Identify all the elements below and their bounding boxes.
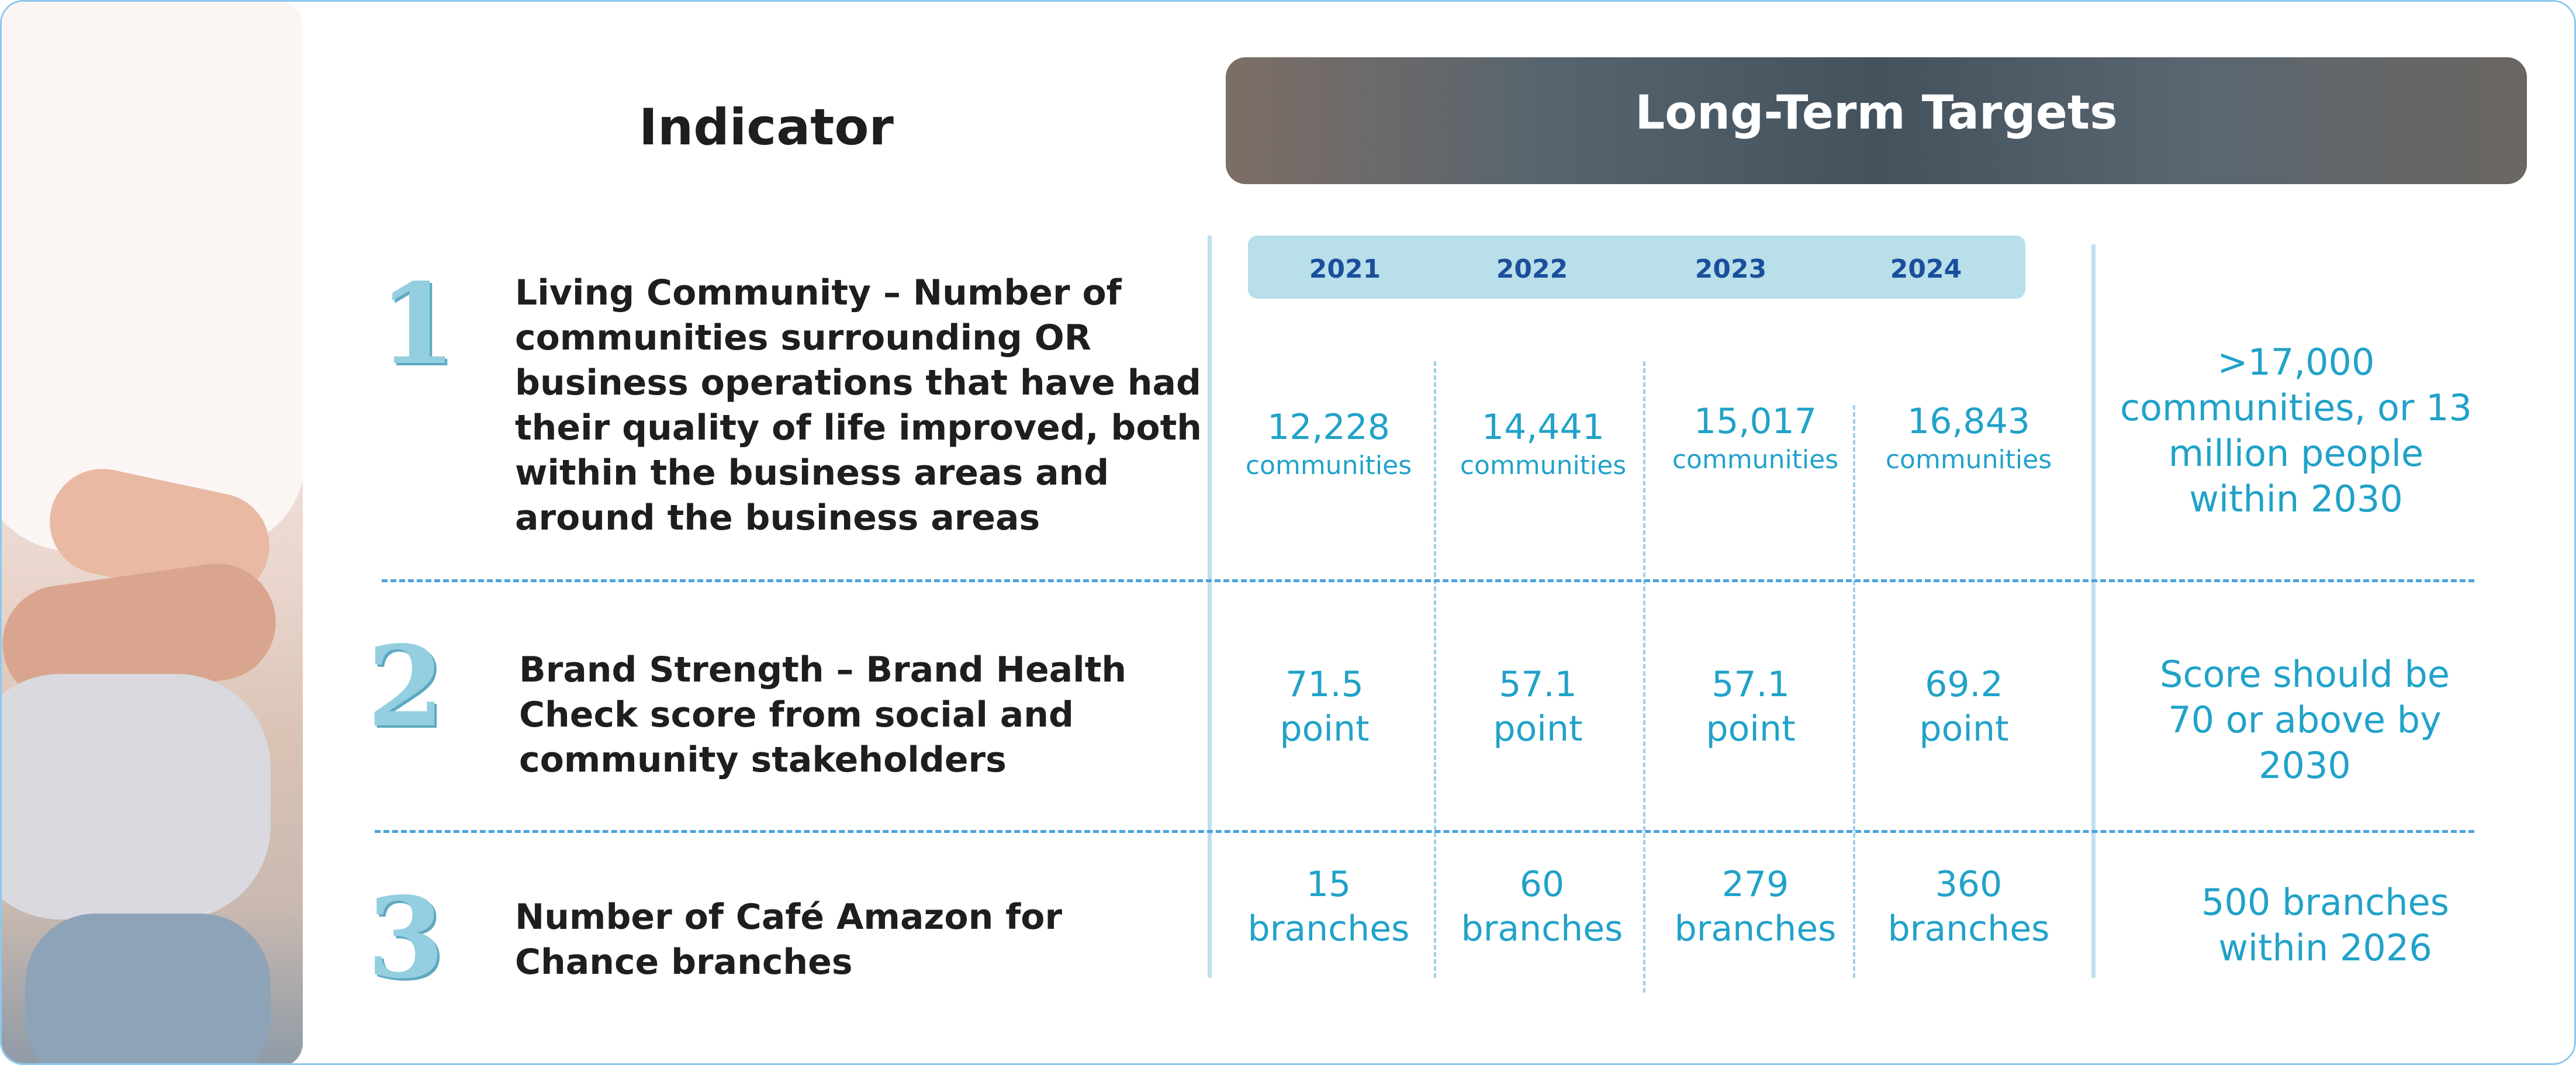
value-number: 14,441	[1482, 407, 1605, 448]
long-term-target-1: >17,000 communities, or 13 million peopl…	[2106, 340, 2486, 522]
value-cell: 71.5 point	[1231, 662, 1418, 751]
column-divider	[1643, 361, 1645, 993]
value-unit: branches	[1461, 908, 1623, 949]
photo-jeans-shape	[25, 914, 271, 1063]
row-number-3: 3	[367, 873, 445, 1003]
value-unit: point	[1919, 708, 2009, 749]
row-number-1: 1	[379, 259, 457, 389]
value-number: 57.1	[1711, 664, 1790, 705]
photo-sleeve-shape	[2, 674, 271, 919]
target-line: communities, or 13	[2119, 386, 2473, 429]
indicator-line: business operations that have had	[515, 362, 1201, 403]
value-cell: 14,441 communities	[1450, 405, 1637, 482]
value-number: 60	[1519, 864, 1565, 905]
value-number: 360	[1935, 864, 2003, 905]
value-unit: branches	[1887, 908, 2050, 949]
indicator-line: Number of Café Amazon for	[515, 897, 1063, 938]
value-unit: branches	[1247, 908, 1410, 949]
row-number-2: 2	[367, 621, 445, 752]
value-unit: point	[1493, 708, 1583, 749]
indicator-line: community stakeholders	[519, 739, 1007, 780]
value-cell: 15 branches	[1235, 862, 1422, 951]
value-number: 71.5	[1285, 664, 1364, 705]
target-line: 500 branches	[2201, 881, 2449, 924]
target-line: within 2026	[2218, 926, 2432, 969]
value-unit: communities	[1245, 451, 1412, 480]
value-unit: point	[1706, 708, 1796, 749]
value-unit: communities	[1672, 445, 1839, 475]
column-divider	[1853, 405, 1855, 978]
long-term-targets-banner: Long-Term Targets	[1226, 57, 2527, 184]
value-number: 279	[1721, 864, 1789, 905]
value-cell: 60 branches	[1448, 862, 1635, 951]
target-line: million people	[2168, 432, 2424, 475]
indicator-text-2: Brand Strength – Brand Health Check scor…	[519, 648, 1126, 783]
value-cell: 12,228 communities	[1235, 405, 1422, 482]
value-number: 57.1	[1499, 664, 1577, 705]
indicator-line: Brand Strength – Brand Health	[519, 649, 1127, 690]
column-divider	[1208, 236, 1212, 978]
target-line: within 2030	[2189, 478, 2403, 520]
row-divider	[382, 579, 2474, 582]
stacked-hands-photo	[2, 2, 303, 1063]
long-term-targets-heading: Long-Term Targets	[1635, 85, 2118, 140]
long-term-target-3: 500 branches within 2026	[2135, 880, 2515, 971]
year-2022: 2022	[1496, 254, 1568, 284]
indicator-line: within the business areas and	[515, 452, 1109, 493]
year-2024: 2024	[1890, 254, 1962, 284]
value-number: 12,228	[1267, 407, 1390, 448]
target-line: Score should be	[2160, 653, 2450, 696]
indicator-line: communities surrounding OR	[515, 317, 1091, 358]
year-2023: 2023	[1695, 254, 1767, 284]
indicator-line: Living Community – Number of	[515, 272, 1122, 313]
value-cell: 69.2 point	[1870, 662, 2058, 751]
value-number: 69.2	[1925, 664, 2003, 705]
value-cell: 360 branches	[1875, 862, 2062, 951]
value-cell: 57.1 point	[1657, 662, 1844, 751]
column-divider	[2091, 244, 2096, 978]
indicator-heading: Indicator	[639, 98, 894, 157]
value-cell: 57.1 point	[1444, 662, 1631, 751]
long-term-target-2: Score should be 70 or above by 2030	[2115, 652, 2495, 789]
value-unit: branches	[1674, 908, 1837, 949]
value-cell: 15,017 communities	[1662, 399, 1849, 476]
indicator-line: Chance branches	[515, 942, 853, 983]
target-line: 70 or above by	[2168, 699, 2442, 741]
target-line: >17,000	[2217, 341, 2375, 383]
indicator-text-1: Living Community – Number of communities…	[515, 271, 1202, 541]
year-header-bar	[1248, 236, 2025, 299]
value-unit: communities	[1885, 445, 2052, 475]
value-number: 16,843	[1907, 401, 2030, 442]
indicator-line: around the business areas	[515, 497, 1040, 538]
value-unit: point	[1280, 708, 1370, 749]
indicator-line: Check score from social and	[519, 694, 1074, 735]
column-divider	[1434, 361, 1436, 978]
row-divider	[375, 830, 2474, 833]
indicator-line: their quality of life improved, both	[515, 407, 1202, 448]
value-number: 15	[1306, 864, 1351, 905]
value-cell: 16,843 communities	[1875, 399, 2062, 476]
value-number: 15,017	[1694, 401, 1817, 442]
value-cell: 279 branches	[1662, 862, 1849, 951]
target-line: 2030	[2259, 744, 2351, 787]
value-unit: communities	[1460, 451, 1627, 480]
year-2021: 2021	[1309, 254, 1381, 284]
photo-shirt-shape	[2, 2, 303, 551]
indicator-text-3: Number of Café Amazon for Chance branche…	[515, 895, 1062, 985]
